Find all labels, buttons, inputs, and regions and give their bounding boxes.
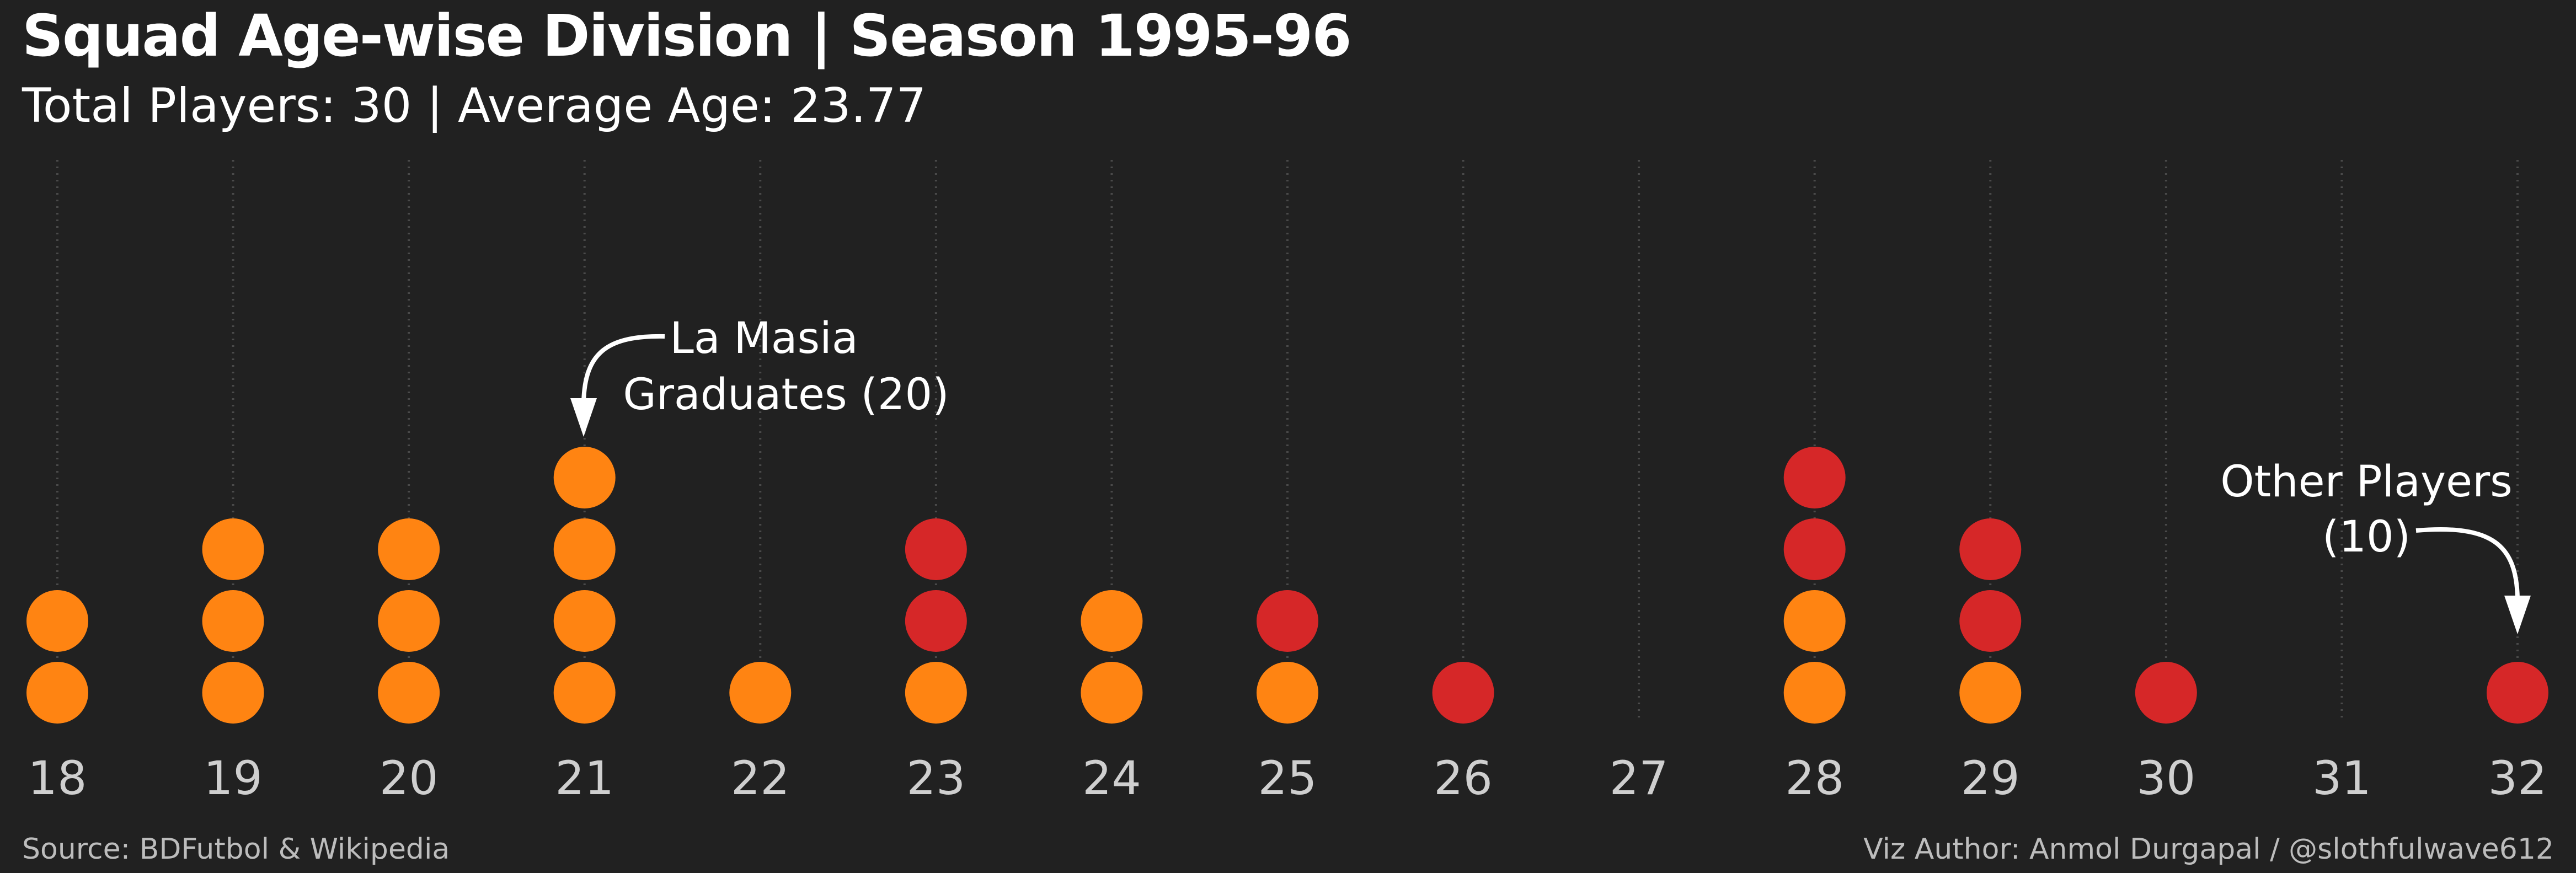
- x-tick-label-27: 27: [1610, 751, 1669, 805]
- la-masia-dot-28-1: [1783, 662, 1846, 724]
- la-masia-dot-23-1: [905, 662, 967, 724]
- la-masia-dot-19-2: [202, 590, 264, 652]
- other-player-dot-26-1: [1432, 662, 1494, 724]
- la-masia-dot-20-1: [378, 662, 440, 724]
- annotation-la-masia-line2: Graduates (20): [623, 370, 949, 420]
- la-masia-dot-28-2: [1783, 590, 1846, 652]
- la-masia-dot-21-2: [553, 590, 616, 652]
- x-tick-label-23: 23: [906, 751, 965, 805]
- x-tick-label-26: 26: [1434, 751, 1493, 805]
- other-player-dot-28-2: [1783, 447, 1846, 508]
- la-masia-dot-29-1: [1959, 662, 2022, 724]
- annotation-other-arrow: [2415, 527, 2520, 599]
- la-masia-dot-18-1: [26, 662, 88, 724]
- chart-title: Squad Age-wise Division | Season 1995-96: [22, 2, 1352, 69]
- annotation-la-masia-arrowhead: [570, 398, 597, 437]
- other-player-dot-29-1: [1959, 590, 2022, 652]
- other-player-dot-23-2: [905, 518, 967, 580]
- la-masia-dot-21-4: [553, 447, 616, 508]
- x-tick-label-32: 32: [2488, 751, 2547, 805]
- la-masia-dot-19-3: [202, 518, 264, 580]
- annotation-la-masia-line1: La Masia: [670, 314, 858, 363]
- grid-lines: [56, 160, 2519, 722]
- la-masia-dot-24-2: [1081, 590, 1143, 652]
- la-masia-dot-22-1: [729, 662, 792, 724]
- la-masia-dot-24-1: [1081, 662, 1143, 724]
- x-tick-label-21: 21: [555, 751, 614, 805]
- other-player-dot-30-1: [2135, 662, 2197, 724]
- la-masia-dot-21-1: [553, 662, 616, 724]
- other-player-dot-29-2: [1959, 518, 2022, 580]
- la-masia-dot-19-1: [202, 662, 264, 724]
- annotation-la-masia: La Masia Graduates (20): [570, 314, 949, 437]
- annotation-other-players: Other Players (10): [2220, 457, 2531, 634]
- x-tick-label-20: 20: [380, 751, 439, 805]
- x-tick-label-25: 25: [1258, 751, 1317, 805]
- dots-layer: [26, 447, 2548, 724]
- author-credit: Viz Author: Anmol Durgapal / @slothfulwa…: [1863, 833, 2554, 866]
- x-tick-label-31: 31: [2312, 751, 2371, 805]
- x-tick-label-18: 18: [28, 751, 87, 805]
- annotation-other-line2: (10): [2322, 512, 2411, 562]
- x-tick-label-28: 28: [1785, 751, 1844, 805]
- x-tick-label-29: 29: [1961, 751, 2020, 805]
- la-masia-dot-25-1: [1256, 662, 1318, 724]
- other-player-dot-23-1: [905, 590, 967, 652]
- x-axis-ticks: 18 19 20 21 22 23 24 25 26 27 28 29 30 31 32: [28, 751, 2547, 805]
- other-player-dot-25-1: [1256, 590, 1318, 652]
- annotation-la-masia-arrow: [581, 334, 665, 403]
- x-tick-label-19: 19: [204, 751, 263, 805]
- la-masia-dot-21-3: [553, 518, 616, 580]
- x-tick-label-22: 22: [731, 751, 790, 805]
- la-masia-dot-20-2: [378, 590, 440, 652]
- x-tick-label-30: 30: [2136, 751, 2195, 805]
- la-masia-dot-18-2: [26, 590, 88, 652]
- source-note: Source: BDFutbol & Wikipedia: [22, 833, 450, 866]
- other-player-dot-28-1: [1783, 518, 1846, 580]
- other-player-dot-32-1: [2486, 662, 2548, 724]
- chart-subtitle: Total Players: 30 | Average Age: 23.77: [22, 78, 927, 133]
- x-tick-label-24: 24: [1082, 751, 1141, 805]
- la-masia-dot-20-3: [378, 518, 440, 580]
- annotation-other-line1: Other Players: [2220, 457, 2513, 507]
- annotation-other-arrowhead: [2504, 596, 2531, 634]
